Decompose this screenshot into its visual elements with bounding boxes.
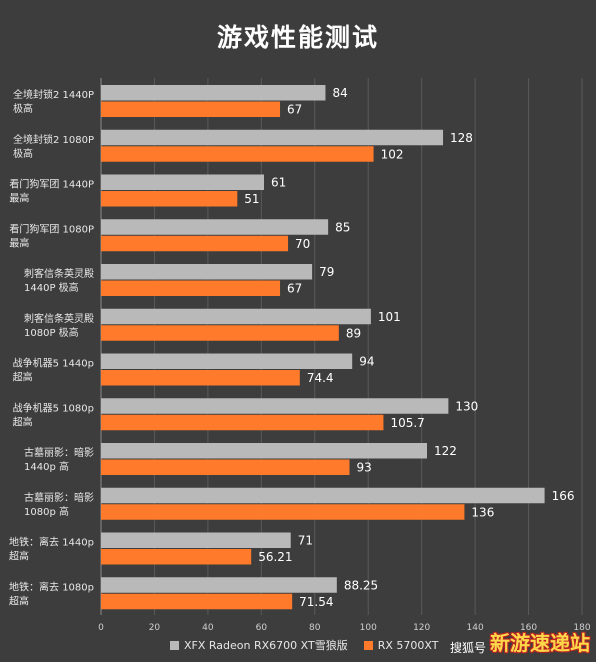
chart-legend: XFX Radeon RX6700 XT雪狼版 RX 5700XT xyxy=(170,637,438,653)
data-label-series-1: 71 xyxy=(298,534,313,548)
data-label-series-1: 128 xyxy=(450,131,473,145)
x-tick-label: 60 xyxy=(256,623,268,633)
category-label-line2: 极高 xyxy=(13,147,33,160)
data-label-series-2: 71.54 xyxy=(299,595,333,609)
category-label-line2: 超高 xyxy=(9,550,29,563)
legend-swatch-series-2 xyxy=(363,640,373,650)
category-label-line1: 看门狗军团 1080P xyxy=(9,222,94,235)
data-label-series-2: 70 xyxy=(295,237,310,251)
data-label-series-1: 130 xyxy=(455,399,478,413)
bar-series-1 xyxy=(101,264,313,280)
bar-series-2 xyxy=(101,370,300,386)
category-label-line2: 极高 xyxy=(13,102,33,115)
category-label-line2: 最高 xyxy=(9,236,29,249)
bar-series-2 xyxy=(101,280,281,296)
x-tick-label: 120 xyxy=(413,623,430,633)
data-label-series-2: 67 xyxy=(287,103,302,117)
data-label-series-1: 88.25 xyxy=(344,578,378,592)
category-label-line1: 刺客信条英灵殿 xyxy=(24,312,94,325)
legend-label-series-2: RX 5700XT xyxy=(377,638,439,652)
watermark-site: 新游速递站 xyxy=(490,631,590,655)
x-tick-label: 20 xyxy=(149,623,161,633)
x-tick-label: 140 xyxy=(467,623,484,633)
data-label-series-2: 74.4 xyxy=(307,371,334,385)
category-label-line1: 全境封锁2 1440P xyxy=(13,88,94,101)
data-label-series-2: 105.7 xyxy=(390,416,424,430)
bar-series-1 xyxy=(101,398,449,414)
data-label-series-2: 136 xyxy=(471,505,494,519)
bar-series-2 xyxy=(101,593,293,610)
data-label-series-2: 67 xyxy=(287,282,302,296)
bar-series-2 xyxy=(101,414,384,431)
data-label-series-1: 166 xyxy=(552,489,575,503)
data-label-series-1: 79 xyxy=(319,265,334,279)
bar-series-1 xyxy=(101,129,444,146)
bar-series-2 xyxy=(101,191,238,207)
bar-series-2 xyxy=(101,235,289,252)
x-tick-label: 180 xyxy=(573,623,590,633)
bar-series-2 xyxy=(101,101,281,117)
bar-series-1 xyxy=(101,532,291,548)
bar-series-2 xyxy=(101,549,252,565)
data-label-series-1: 94 xyxy=(359,355,374,369)
x-tick-label: 40 xyxy=(202,623,214,633)
category-label-line2: 1080p 高 xyxy=(24,505,69,518)
category-label-line1: 地铁：离去 1080p xyxy=(9,580,94,593)
category-label-line1: 古墓丽影：暗影 xyxy=(24,491,94,504)
category-label-line1: 看门狗军团 1440P xyxy=(9,178,94,191)
bar-series-1 xyxy=(101,487,545,504)
chart-title: 游戏性能测试 xyxy=(216,23,379,52)
bar-series-1 xyxy=(101,174,265,190)
legend-swatch-series-1 xyxy=(170,640,179,650)
bar-series-1 xyxy=(101,308,371,325)
category-label-line2: 1440P 极高 xyxy=(24,281,79,294)
data-label-series-2: 102 xyxy=(381,147,404,161)
bar-series-1 xyxy=(101,219,329,235)
bar-series-1 xyxy=(101,577,337,593)
data-label-series-2: 51 xyxy=(244,192,259,206)
x-tick-label: 100 xyxy=(360,623,377,633)
category-label-line1: 战争机器5 1440p xyxy=(13,357,94,370)
watermark: 搜狐号 新游速递站 xyxy=(450,627,590,656)
watermark-text: 搜狐号 xyxy=(449,641,486,655)
category-label-line2: 1080P 极高 xyxy=(24,326,79,339)
bar-series-2 xyxy=(101,459,350,475)
category-label-line2: 最高 xyxy=(9,192,29,205)
x-tick-label: 160 xyxy=(520,623,537,633)
bar-series-1 xyxy=(101,353,353,369)
data-label-series-2: 93 xyxy=(357,461,372,475)
category-label-line1: 古墓丽影：暗影 xyxy=(24,446,94,459)
category-label-line2: 超高 xyxy=(13,371,33,384)
bar-series-2 xyxy=(101,325,339,341)
bar-series-2 xyxy=(101,146,374,162)
legend-label-series-1: XFX Radeon RX6700 XT雪狼版 xyxy=(184,639,348,652)
category-label-line1: 刺客信条英灵殿 xyxy=(24,267,94,280)
data-label-series-2: 89 xyxy=(346,326,361,340)
bar-series-1 xyxy=(101,85,326,101)
bar-series-2 xyxy=(101,504,465,520)
legend-item-series-2: RX 5700XT xyxy=(363,638,439,652)
legend-item-series-1: XFX Radeon RX6700 XT雪狼版 xyxy=(170,637,348,653)
data-label-series-2: 56.21 xyxy=(258,550,292,564)
data-label-series-1: 122 xyxy=(434,444,457,458)
data-label-series-1: 101 xyxy=(378,310,401,324)
category-label-line1: 全境封锁2 1080P xyxy=(13,133,94,146)
data-label-series-1: 84 xyxy=(332,86,347,100)
category-label-line1: 战争机器5 1080p xyxy=(13,401,94,414)
x-tick-label: 0 xyxy=(98,623,104,633)
x-tick-label: 80 xyxy=(309,623,321,633)
category-label-line2: 超高 xyxy=(9,594,29,607)
category-label-line1: 地铁：离去 1440p xyxy=(9,536,94,549)
category-label-line2: 1440p 高 xyxy=(24,460,69,473)
bar-series-1 xyxy=(101,443,428,459)
data-label-series-1: 61 xyxy=(271,176,286,190)
data-label-series-1: 85 xyxy=(335,220,350,234)
category-label-line2: 超高 xyxy=(13,415,33,428)
